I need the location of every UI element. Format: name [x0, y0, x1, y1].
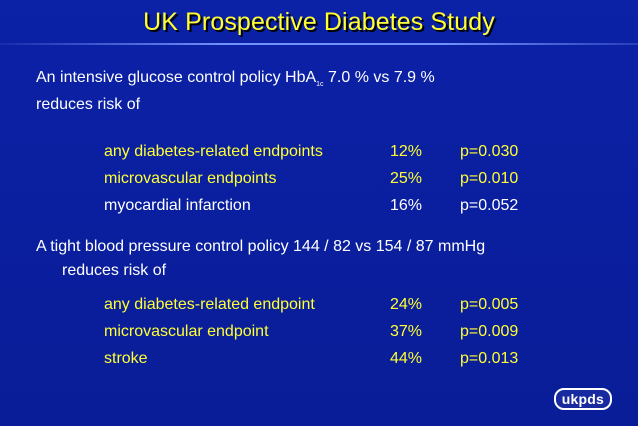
risk-reduction: 37%: [390, 323, 423, 340]
p-value: p=0.005: [460, 296, 519, 313]
glucose-intro: An intensive glucose control policy HbA1…: [36, 66, 435, 117]
risk-reduction: 25%: [390, 170, 423, 187]
risk-reduction: 12%: [390, 143, 423, 160]
bp-intro: A tight blood pressure control policy 14…: [36, 235, 485, 283]
outcome-label: any diabetes-related endpoint: [104, 296, 315, 313]
bp-intro-line2: reduces risk of: [62, 262, 167, 279]
risk-reduction: 16%: [390, 197, 423, 214]
outcome-label: any diabetes-related endpoints: [104, 143, 323, 160]
risk-reduction: 44%: [390, 350, 423, 367]
ukpds-logo: ukpds: [553, 388, 612, 410]
p-value: p=0.030: [460, 143, 519, 160]
hba1c-subscript: 1c: [316, 81, 324, 88]
title-divider: [0, 43, 638, 45]
outcome-label: myocardial infarction: [104, 197, 251, 214]
outcome-label: stroke: [104, 350, 148, 367]
outcome-label: microvascular endpoints: [104, 170, 277, 187]
slide-title: UK Prospective Diabetes Study: [143, 8, 495, 36]
glucose-intro-line2: reduces risk of: [36, 96, 141, 113]
glucose-intro-values: 7.0 % vs 7.9 %: [323, 69, 435, 86]
p-value: p=0.052: [460, 197, 519, 214]
p-value: p=0.010: [460, 170, 519, 187]
outcome-label: microvascular endpoint: [104, 323, 269, 340]
risk-reduction: 24%: [390, 296, 423, 313]
bp-intro-text: A tight blood pressure control policy 14…: [36, 238, 486, 255]
p-value: p=0.013: [460, 350, 519, 367]
glucose-intro-text: An intensive glucose control policy HbA: [36, 69, 317, 86]
p-value: p=0.009: [460, 323, 519, 340]
